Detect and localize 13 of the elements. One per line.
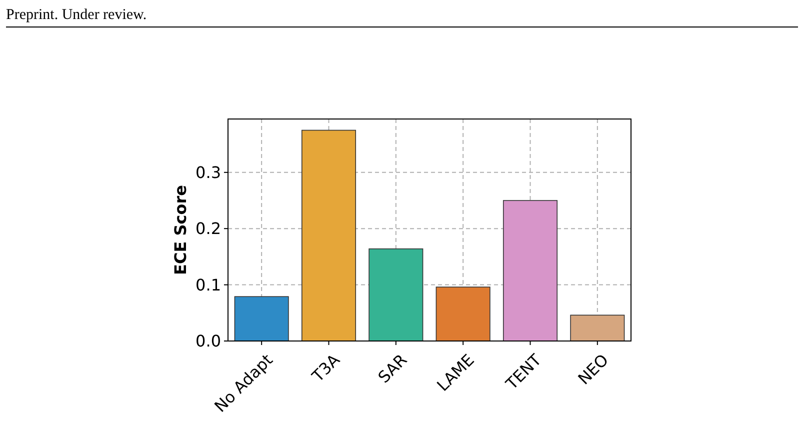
bar [436, 286, 490, 342]
bar [502, 200, 558, 342]
text: Preprint. Under review. [6, 7, 147, 23]
y-axis-title: ECE Score [171, 184, 190, 275]
y-tick-label: 0.2 [196, 219, 221, 238]
bar [570, 314, 625, 342]
x-tick-label: T3A [308, 350, 344, 386]
y-tick-label: 0.0 [196, 332, 221, 351]
y-tick-label: 0.1 [196, 275, 221, 294]
y-tick-label: 0.3 [196, 162, 221, 182]
bar [368, 248, 424, 342]
bar [301, 130, 356, 342]
bar [234, 296, 289, 342]
